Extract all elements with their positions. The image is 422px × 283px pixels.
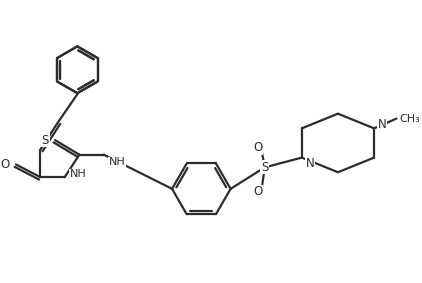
Text: NH: NH — [108, 157, 125, 168]
Text: S: S — [42, 134, 49, 147]
Text: O: O — [1, 158, 10, 171]
Text: CH₃: CH₃ — [399, 113, 420, 124]
Text: N: N — [378, 118, 387, 131]
Text: O: O — [253, 141, 262, 154]
Text: S: S — [261, 161, 268, 174]
Text: NH: NH — [70, 169, 87, 179]
Text: O: O — [253, 185, 262, 198]
Text: N: N — [306, 157, 314, 170]
